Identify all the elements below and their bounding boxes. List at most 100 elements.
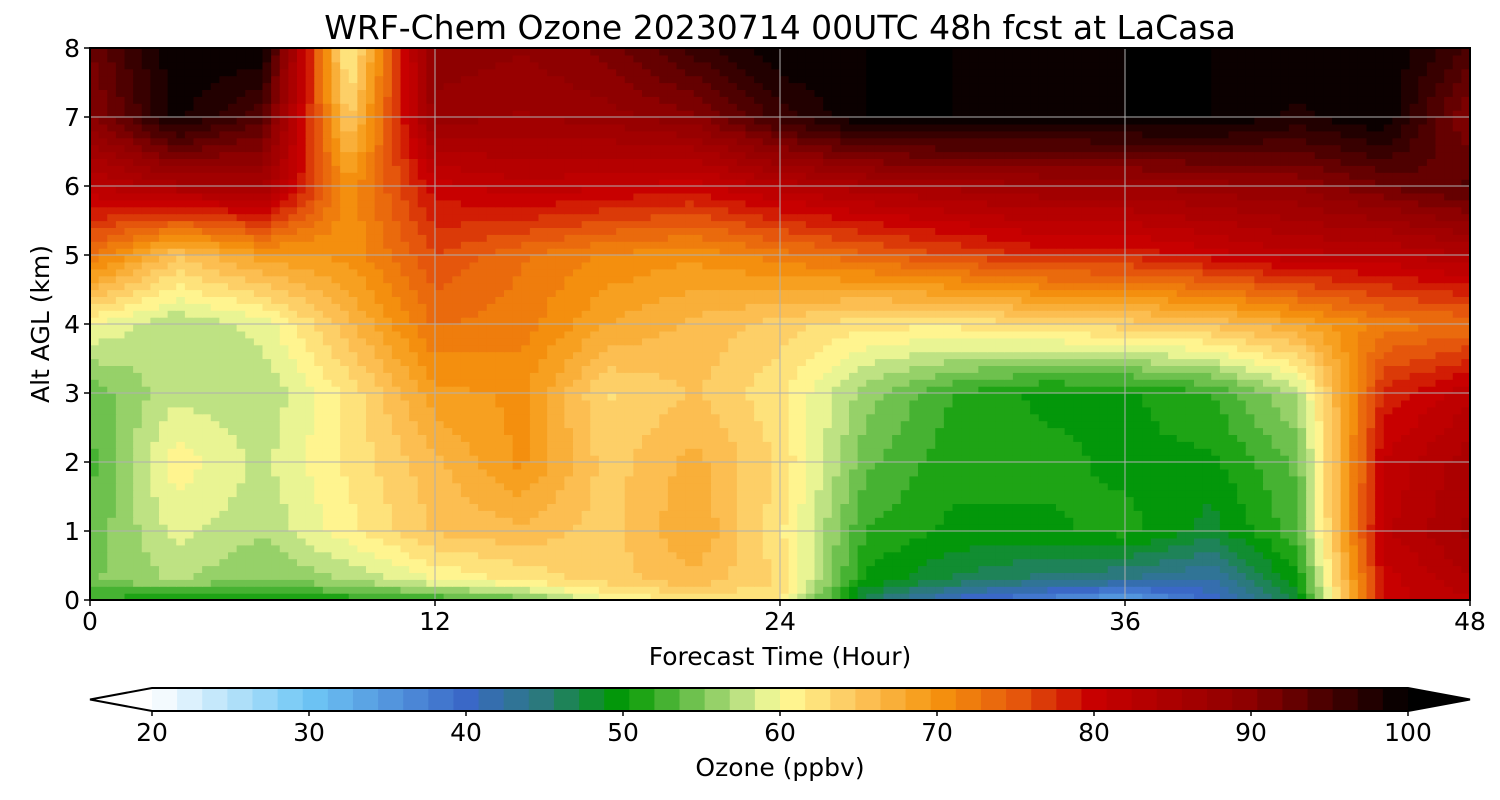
heatmap-cell xyxy=(1150,593,1161,600)
heatmap-cell xyxy=(1202,427,1212,435)
heatmap-cell xyxy=(150,572,160,580)
heatmap-cell xyxy=(1366,462,1376,470)
heatmap-cell xyxy=(1107,406,1117,415)
heatmap-cell xyxy=(141,517,151,525)
heatmap-cell xyxy=(1271,558,1281,567)
heatmap-cell xyxy=(711,551,721,560)
heatmap-cell xyxy=(391,468,402,477)
heatmap-cell xyxy=(1401,510,1411,518)
heatmap-cell xyxy=(1219,427,1230,435)
heatmap-cell xyxy=(598,475,609,484)
heatmap-cell xyxy=(1401,482,1411,491)
heatmap-cell xyxy=(1271,572,1281,580)
heatmap-cell xyxy=(98,531,108,539)
heatmap-cell xyxy=(995,399,1005,408)
heatmap-cell xyxy=(711,496,721,504)
heatmap-cell xyxy=(435,544,445,553)
heatmap-cell xyxy=(728,586,738,594)
heatmap-cell xyxy=(693,489,703,498)
heatmap-cell xyxy=(1452,496,1462,504)
heatmap-cell xyxy=(460,572,471,580)
heatmap-cell xyxy=(1237,413,1247,422)
heatmap-cell xyxy=(952,524,962,532)
heatmap-cell xyxy=(573,524,583,532)
heatmap-cell xyxy=(952,455,962,463)
heatmap-cell xyxy=(469,448,479,456)
heatmap-cell xyxy=(167,448,177,456)
heatmap-cell xyxy=(702,475,712,484)
heatmap-cell xyxy=(1392,537,1402,546)
heatmap-cell xyxy=(762,517,772,525)
heatmap-cell xyxy=(297,489,307,498)
heatmap-cell xyxy=(1159,517,1169,525)
heatmap-cell xyxy=(840,586,850,594)
heatmap-cell xyxy=(1004,489,1014,498)
heatmap-cell xyxy=(987,496,997,504)
heatmap-cell xyxy=(547,572,557,580)
heatmap-cell xyxy=(150,427,160,435)
heatmap-cell xyxy=(383,420,393,429)
heatmap-cell xyxy=(581,448,591,456)
heatmap-cell xyxy=(1392,489,1402,498)
heatmap-cell xyxy=(417,593,427,600)
heatmap-cell xyxy=(297,510,307,518)
heatmap-cell xyxy=(797,420,807,429)
heatmap-cell xyxy=(1064,489,1074,498)
heatmap-cell xyxy=(124,399,134,408)
heatmap-cell xyxy=(667,393,678,401)
heatmap-cell xyxy=(1461,510,1470,518)
heatmap-cell xyxy=(547,517,557,525)
heatmap-cell xyxy=(1237,434,1247,442)
heatmap-cell xyxy=(711,579,721,587)
heatmap-cell xyxy=(305,593,315,600)
heatmap-cell xyxy=(133,475,143,484)
heatmap-cell xyxy=(866,572,876,580)
heatmap-cell xyxy=(1168,393,1178,401)
heatmap-cell xyxy=(1375,448,1385,456)
heatmap-cell xyxy=(409,510,419,518)
heatmap-cell xyxy=(1375,510,1385,518)
heatmap-cell xyxy=(245,579,255,587)
heatmap-cell xyxy=(400,379,410,387)
heatmap-cell xyxy=(409,489,419,498)
heatmap-cell xyxy=(642,551,652,560)
heatmap-cell xyxy=(719,503,729,511)
heatmap-cell xyxy=(926,572,936,580)
heatmap-cell xyxy=(1332,510,1342,518)
heatmap-cell xyxy=(616,496,626,504)
heatmap-cell xyxy=(719,537,729,546)
heatmap-cell xyxy=(918,406,928,415)
heatmap-cell xyxy=(823,393,833,401)
heatmap-cell xyxy=(943,586,954,594)
heatmap-cell xyxy=(978,386,988,394)
heatmap-cell xyxy=(1142,475,1152,484)
heatmap-cell xyxy=(98,579,108,587)
heatmap-cell xyxy=(486,468,496,477)
heatmap-cell xyxy=(1116,393,1126,401)
heatmap-cell xyxy=(133,496,143,504)
heatmap-cell xyxy=(659,441,669,449)
heatmap-cell xyxy=(504,544,514,553)
heatmap-cell xyxy=(184,434,195,442)
heatmap-cell xyxy=(348,406,358,415)
heatmap-cell xyxy=(210,399,220,408)
heatmap-cell xyxy=(866,482,876,491)
heatmap-cell xyxy=(366,379,376,387)
heatmap-cell xyxy=(1176,551,1186,560)
heatmap-cell xyxy=(607,593,617,600)
heatmap-cell xyxy=(693,565,703,573)
heatmap-cell xyxy=(1211,393,1221,401)
heatmap-cell xyxy=(1426,524,1437,532)
heatmap-cell xyxy=(1073,462,1083,470)
heatmap-cell xyxy=(236,503,246,511)
heatmap-cell xyxy=(1323,434,1333,442)
heatmap-cell xyxy=(874,544,885,553)
heatmap-cell xyxy=(1392,386,1402,394)
heatmap-cell xyxy=(849,551,859,560)
heatmap-cell xyxy=(115,510,126,518)
heatmap-cell xyxy=(443,544,453,553)
heatmap-cell xyxy=(823,510,833,518)
heatmap-cell xyxy=(771,441,781,449)
heatmap-cell xyxy=(719,420,729,429)
heatmap-cell xyxy=(1332,441,1342,449)
